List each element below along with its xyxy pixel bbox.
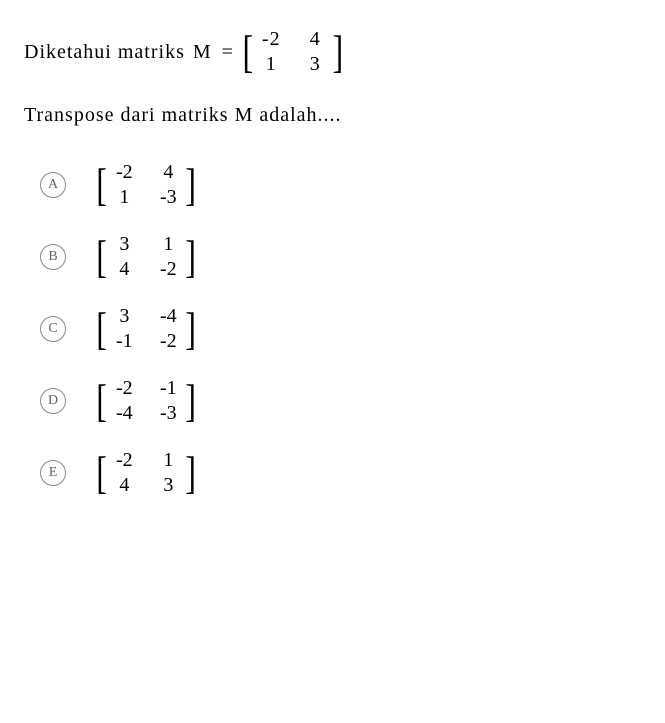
left-bracket-icon: [ [242,34,253,71]
option-B[interactable]: B [ 3 1 4 -2 ] [40,233,641,281]
right-bracket-icon: ] [186,167,197,204]
cell: -2 [111,449,137,472]
matrix-cells: -2 1 4 3 [109,449,183,497]
matrix-cells: -2 -1 -4 -3 [109,377,183,425]
left-bracket-icon: [ [96,455,107,492]
right-bracket-icon: ] [186,239,197,276]
option-label-circle: B [40,244,66,270]
cell: 3 [111,233,137,256]
m-r1c1: -2 [258,28,284,51]
option-E-matrix: [ -2 1 4 3 ] [94,449,199,497]
option-label: A [48,177,58,193]
option-C-matrix: [ 3 -4 -1 -2 ] [94,305,199,353]
option-label: E [49,465,58,481]
matrix-cells: 3 -4 -1 -2 [109,305,183,353]
matrix-cells: 3 1 4 -2 [109,233,183,281]
option-label: D [48,393,58,409]
option-D-matrix: [ -2 -1 -4 -3 ] [94,377,199,425]
cell: -4 [155,305,181,328]
options-list: A [ -2 4 1 -3 ] B [ 3 1 [24,161,641,497]
option-B-matrix: [ 3 1 4 -2 ] [94,233,199,281]
option-label: C [48,321,57,337]
cell: 3 [111,305,137,328]
cell: -3 [155,186,181,209]
option-C[interactable]: C [ 3 -4 -1 -2 ] [40,305,641,353]
cell: -1 [111,330,137,353]
question-line-1: Diketahui matriks M = [ -2 4 1 3 ] [24,28,641,76]
left-bracket-icon: [ [96,383,107,420]
cell: 1 [155,233,181,256]
matrix-cells: -2 4 1 -3 [109,161,183,209]
option-label: B [48,249,57,265]
cell: 4 [111,258,137,281]
option-D[interactable]: D [ -2 -1 -4 -3 ] [40,377,641,425]
option-A-matrix: [ -2 4 1 -3 ] [94,161,199,209]
cell: 4 [155,161,181,184]
right-bracket-icon: ] [333,34,344,71]
left-bracket-icon: [ [96,167,107,204]
cell: -2 [155,258,181,281]
option-E[interactable]: E [ -2 1 4 3 ] [40,449,641,497]
question-prefix: Diketahui matriks [24,41,185,64]
cell: 1 [111,186,137,209]
m-r2c1: 1 [258,53,284,76]
cell: -4 [111,402,137,425]
option-label-circle: E [40,460,66,486]
cell: 1 [155,449,181,472]
m-r1c2: 4 [302,28,328,51]
cell: 3 [155,474,181,497]
option-label-circle: C [40,316,66,342]
cell: -2 [155,330,181,353]
right-bracket-icon: ] [186,311,197,348]
equals-sign: = [222,41,234,64]
matrix-M-cells: -2 4 1 3 [256,28,330,76]
cell: 4 [111,474,137,497]
right-bracket-icon: ] [186,455,197,492]
cell: -2 [111,377,137,400]
right-bracket-icon: ] [186,383,197,420]
cell: -3 [155,402,181,425]
cell: -1 [155,377,181,400]
matrix-M: [ -2 4 1 3 ] [240,28,347,76]
option-label-circle: D [40,388,66,414]
option-label-circle: A [40,172,66,198]
m-r2c2: 3 [302,53,328,76]
matrix-variable: M [193,41,212,64]
left-bracket-icon: [ [96,239,107,276]
cell: -2 [111,161,137,184]
question-page: { "question": { "prefix": "Diketahui mat… [0,0,665,723]
option-A[interactable]: A [ -2 4 1 -3 ] [40,161,641,209]
question-line-2: Transpose dari matriks M adalah.... [24,104,641,127]
left-bracket-icon: [ [96,311,107,348]
